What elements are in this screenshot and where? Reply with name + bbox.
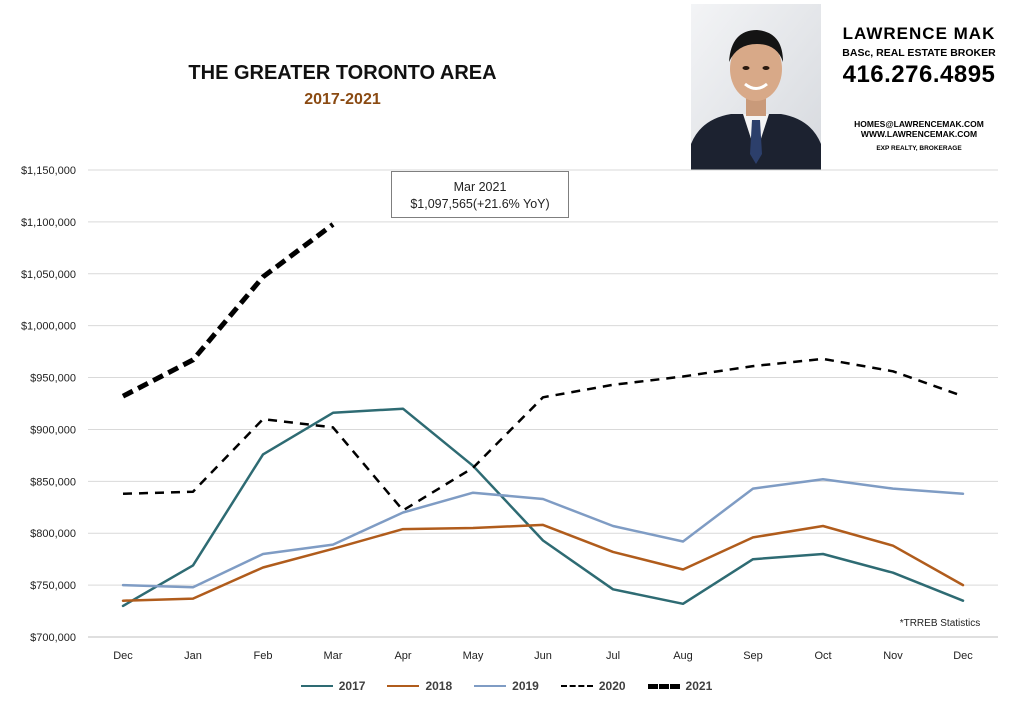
- legend-item-2020: 2020: [560, 679, 626, 693]
- x-tick-label: Oct: [814, 650, 831, 662]
- legend-item-2018: 2018: [387, 679, 452, 693]
- x-tick-label: Apr: [394, 650, 411, 662]
- x-tick-label: Jan: [184, 650, 202, 662]
- series-line-2018: [121, 523, 965, 602]
- y-tick-label: $750,000: [30, 580, 76, 592]
- y-tick-label: $800,000: [30, 528, 76, 540]
- x-tick-label: Nov: [883, 650, 903, 662]
- x-tick-label: Aug: [673, 650, 693, 662]
- y-tick-label: $1,150,000: [21, 165, 76, 177]
- agent-photo: [691, 4, 821, 170]
- legend-label: 2021: [685, 679, 713, 693]
- x-tick-label: Feb: [254, 650, 273, 662]
- agent-brokerage: EXP REALTY, BROKERAGE: [876, 145, 962, 152]
- legend-label: 2018: [425, 679, 453, 693]
- series-line-2019: [121, 478, 965, 589]
- x-tick-label: Jun: [534, 650, 552, 662]
- y-tick-label: $1,050,000: [21, 269, 76, 281]
- legend-label: 2019: [512, 679, 539, 693]
- y-tick-label: $950,000: [30, 373, 76, 385]
- series-line-2017: [121, 407, 965, 608]
- agent-phone[interactable]: 416.276.4895: [842, 61, 996, 88]
- chart-subtitle: 2017-2021: [304, 91, 381, 108]
- series-line-2020: [122, 357, 964, 512]
- legend-item-2017: 2017: [300, 679, 366, 693]
- agent-name: LAWRENCE MAK: [842, 24, 996, 43]
- agent-card: LAWRENCE MAK BASc, REAL ESTATE BROKER 41…: [834, 24, 1004, 152]
- y-tick-label: $850,000: [30, 476, 76, 488]
- callout-date: Mar 2021: [453, 180, 507, 194]
- series-line-2021: [121, 222, 335, 399]
- x-tick-label: Dec: [113, 650, 133, 662]
- y-tick-label: $1,100,000: [21, 217, 76, 229]
- agent-email[interactable]: HOMES@LAWRENCEMAK.COM: [854, 119, 984, 129]
- legend-swatch: [300, 685, 333, 687]
- legend-swatch: [474, 685, 507, 687]
- data-callout: Mar 2021 $1,097,565(+21.6% YoY): [391, 171, 569, 218]
- legend-label: 2017: [338, 679, 366, 693]
- chart-title: THE GREATER TORONTO AREA: [188, 62, 497, 84]
- x-tick-label: Sep: [743, 650, 763, 662]
- legend-item-2021: 2021: [647, 679, 713, 693]
- legend-swatch: [560, 685, 593, 687]
- y-tick-label: $900,000: [30, 424, 76, 436]
- x-tick-label: Dec: [953, 650, 973, 662]
- y-tick-label: $1,000,000: [21, 321, 76, 333]
- agent-website[interactable]: WWW.LAWRENCEMAK.COM: [860, 129, 978, 139]
- callout-value: $1,097,565(+21.6% YoY): [410, 197, 550, 211]
- legend-swatch: [647, 683, 680, 689]
- chart-legend: 2017 2018 2019 2020 2021: [0, 679, 1013, 693]
- x-tick-label: Mar: [324, 650, 343, 662]
- legend-swatch: [387, 685, 420, 687]
- source-note: *TRREB Statistics: [899, 618, 981, 629]
- y-tick-label: $700,000: [30, 632, 76, 644]
- x-tick-label: Jul: [606, 650, 620, 662]
- x-tick-label: May: [463, 650, 484, 662]
- legend-item-2019: 2019: [474, 679, 539, 693]
- agent-role: BASc, REAL ESTATE BROKER: [842, 47, 996, 59]
- legend-label: 2020: [598, 679, 626, 693]
